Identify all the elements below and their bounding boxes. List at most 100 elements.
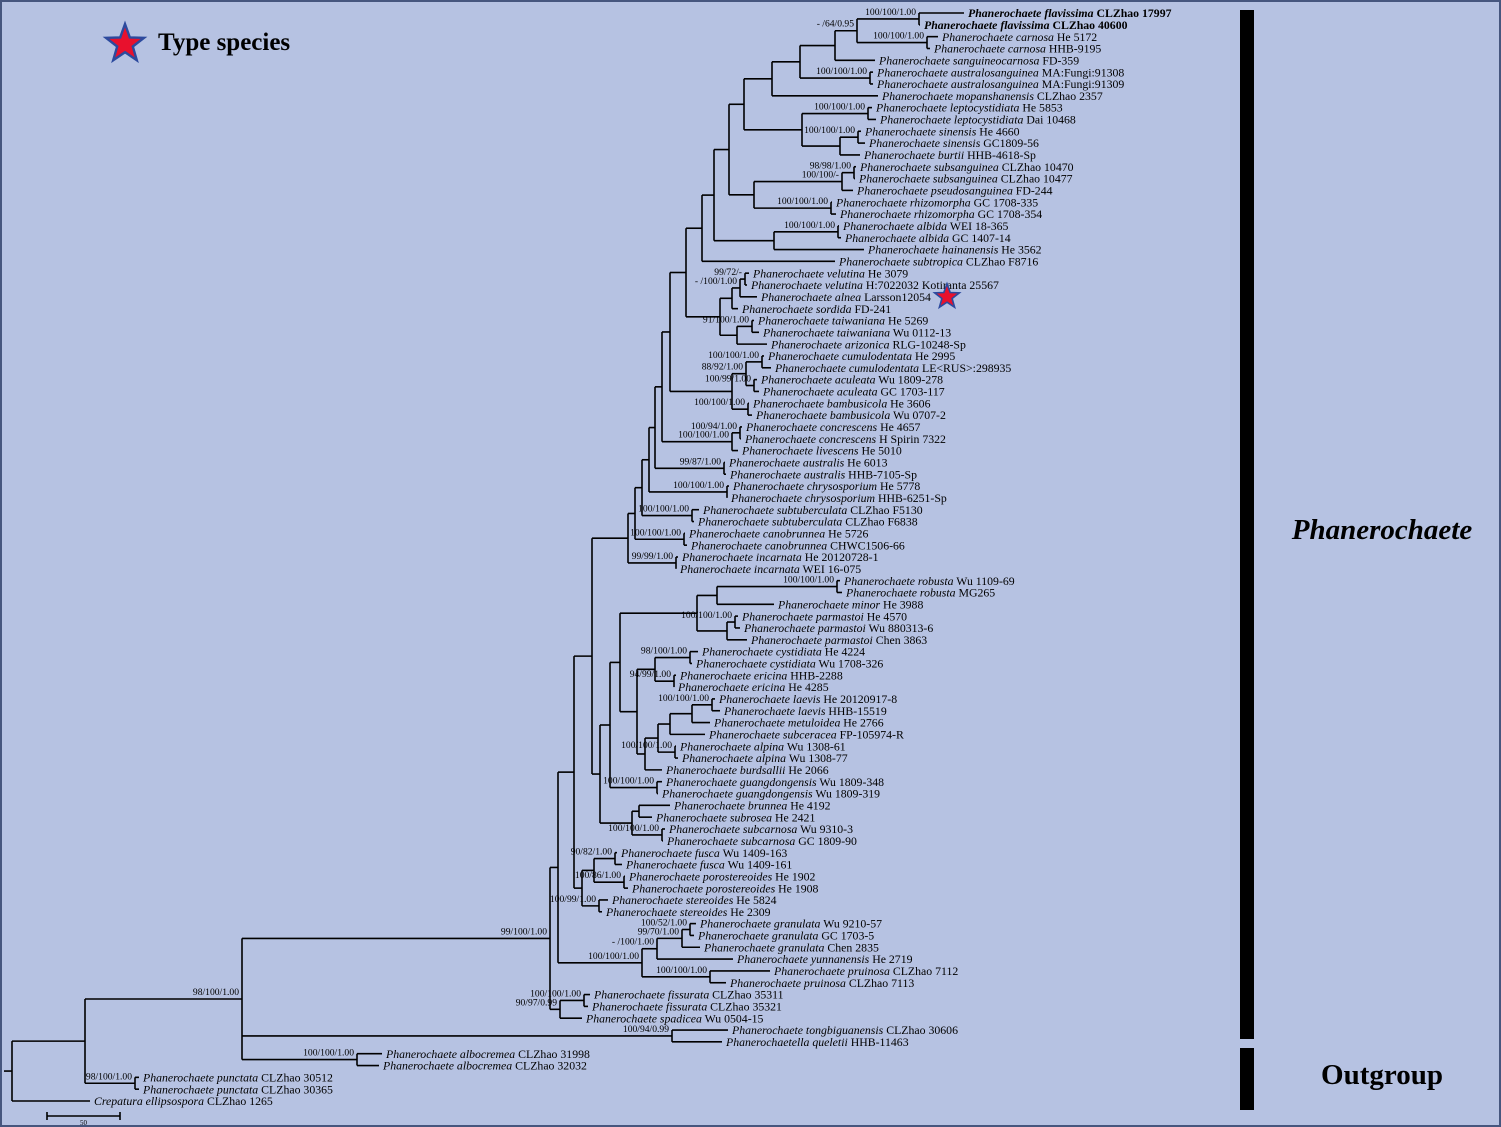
taxon-label: Phanerochaete parmastoi Chen 3863 xyxy=(750,633,927,647)
support-value: 100/100/1.00 xyxy=(783,575,834,586)
taxon-label: Phanerochaete punctata CLZhao 30365 xyxy=(142,1082,333,1096)
support-value: 100/100/1.00 xyxy=(804,125,855,136)
taxon-label: Phanerochaete concrescens He 4657 xyxy=(745,420,920,434)
taxon-label: Phanerochaete australis HHB-7105-Sp xyxy=(729,467,917,481)
taxon-label: Phanerochaete burtii HHB-4618-Sp xyxy=(863,148,1036,162)
taxon-label: Phanerochaete minor He 3988 xyxy=(777,597,923,611)
taxon-label: Phanerochaete subcarnosa GC 1809-90 xyxy=(666,834,857,848)
support-value: 98/100/1.00 xyxy=(193,987,239,998)
phanerochaete-clade-bar xyxy=(1240,10,1254,1039)
support-value: 100/100/1.00 xyxy=(694,397,745,408)
support-value: 99/99/1.00 xyxy=(632,551,674,562)
taxon-label: Phanerochaete parmastoi He 4570 xyxy=(741,609,907,623)
taxon-label: Phanerochaete pruinosa CLZhao 7113 xyxy=(729,976,914,990)
taxon-label: Phanerochaete subtuberculata CLZhao F513… xyxy=(702,503,923,517)
support-value: 100/100/1.00 xyxy=(873,31,924,42)
taxon-label: Phanerochaete albida GC 1407-14 xyxy=(844,231,1011,245)
taxon-label: Phanerochaete laevis HHB-15519 xyxy=(723,704,887,718)
support-value: - /100/1.00 xyxy=(695,276,737,287)
taxon-label: Phanerochaete concrescens H Spirin 7322 xyxy=(744,432,946,446)
taxon-label: Phanerochaete canobrunnea CHWC1506-66 xyxy=(690,538,905,552)
taxon-label: Phanerochaete cystidiata He 4224 xyxy=(701,645,865,659)
support-value: 100/100/1.00 xyxy=(681,610,732,621)
support-value: 100/100/1.00 xyxy=(678,430,729,441)
taxon-label: Phanerochaete pseudosanguinea FD-244 xyxy=(856,184,1053,198)
type-species-star-icon xyxy=(102,20,148,64)
taxon-label: Phanerochaete subceracea FP-105974-R xyxy=(708,728,904,742)
taxon-label: Phanerochaete velutina He 3079 xyxy=(752,266,908,280)
taxon-label: Phanerochaete alpina Wu 1308-77 xyxy=(681,751,848,765)
taxon-label: Phanerochaete fusca Wu 1409-163 xyxy=(620,846,787,860)
support-value: 100/100/1.00 xyxy=(673,480,724,491)
support-value: 100/100/1.00 xyxy=(638,504,689,515)
support-value: 100/99/1.00 xyxy=(550,894,596,905)
taxon-label: Phanerochaete carnosa He 5172 xyxy=(941,30,1097,44)
support-value: - /64/0.95 xyxy=(817,19,855,30)
support-value: 90/82/1.00 xyxy=(571,847,613,858)
support-value: 100/100/1.00 xyxy=(814,102,865,113)
taxon-label: Phanerochaete sanguineocarnosa FD-359 xyxy=(878,53,1079,67)
support-value: 100/100/1.00 xyxy=(816,66,867,77)
taxon-label: Phanerochaete guangdongensis Wu 1809-319 xyxy=(661,787,880,801)
taxon-label: Phanerochaete sinensis GC1809-56 xyxy=(868,136,1039,150)
phanerochaete-clade-label: Phanerochaete xyxy=(1291,514,1473,546)
taxon-label: Phanerochaete flavissima CLZhao 40600 xyxy=(924,18,1128,32)
support-value: 99/100/1.00 xyxy=(501,926,547,937)
support-value: 94/99/1.00 xyxy=(630,669,672,680)
taxon-label: Phanerochaete cumulodentata LE<RUS>:2989… xyxy=(774,361,1011,375)
taxon-label: Phanerochaete parmastoi Wu 880313-6 xyxy=(743,621,933,635)
taxon-label: Phanerochaete fissurata CLZhao 35321 xyxy=(591,1000,782,1014)
taxon-label: Phanerochaete bambusicola He 3606 xyxy=(752,396,931,410)
taxon-label: Phanerochaete bambusicola Wu 0707-2 xyxy=(755,408,946,422)
support-value: 100/100/1.00 xyxy=(656,965,707,976)
support-value: - /100/1.00 xyxy=(612,937,654,948)
taxon-label: Phanerochaete flavissima CLZhao 17997 xyxy=(968,6,1172,20)
taxon-label: Phanerochaete hainanensis He 3562 xyxy=(867,243,1042,257)
taxon-label: Phanerochaete arizonica RLG-10248-Sp xyxy=(770,337,966,351)
outgroup-clade-label: Outgroup xyxy=(1321,1059,1443,1091)
support-value: 100/100/- xyxy=(802,170,839,181)
taxon-label: Phanerochaete tongbiguanensis CLZhao 306… xyxy=(731,1023,958,1037)
support-value: 100/100/1.00 xyxy=(588,951,639,962)
taxon-label: Phanerochaete australosanguinea MA:Fungi… xyxy=(876,77,1124,91)
support-value: 100/94/0.99 xyxy=(623,1024,669,1035)
support-value: 100/100/1.00 xyxy=(777,196,828,207)
taxon-label: Phanerochaete subtropica CLZhao F8716 xyxy=(838,254,1038,268)
support-value: 99/72/- xyxy=(714,267,742,278)
support-value: 90/97/0.99 xyxy=(516,997,558,1008)
taxon-label: Phanerochaete robusta Wu 1109-69 xyxy=(843,574,1015,588)
taxon-label: Phanerochaete spadicea Wu 0504-15 xyxy=(585,1011,764,1025)
taxon-label: Phanerochaete mopanshanensis CLZhao 2357 xyxy=(881,89,1103,103)
taxon-label: Phanerochaete carnosa HHB-9195 xyxy=(933,42,1101,56)
taxon-label: Phanerochaete burdsallii He 2066 xyxy=(665,763,829,777)
taxon-label: Phanerochaete granulata Wu 9210-57 xyxy=(699,917,882,931)
support-value: 98/100/1.00 xyxy=(641,646,687,657)
outgroup-clade-bar xyxy=(1240,1048,1254,1110)
support-value: 88/92/1.00 xyxy=(702,362,744,373)
taxon-label: Phanerochaetella queletii HHB-11463 xyxy=(725,1035,909,1049)
taxon-label: Phanerochaete australosanguinea MA:Fungi… xyxy=(876,65,1124,79)
taxon-label: Phanerochaete velutina H:7022032 Kotiran… xyxy=(750,278,999,292)
taxon-label: Phanerochaete sordida FD-241 xyxy=(741,302,891,316)
support-value: 100/100/1.00 xyxy=(658,693,709,704)
taxon-label: Phanerochaete australis He 6013 xyxy=(728,456,888,470)
taxon-label: Phanerochaete ericina He 4285 xyxy=(677,680,829,694)
taxon-label: Phanerochaete rhizomorpha GC 1708-335 xyxy=(835,195,1038,209)
support-value: 100/100/1.00 xyxy=(603,776,654,787)
support-value: 98/98/1.00 xyxy=(810,161,852,172)
type-species-legend: Type species xyxy=(102,20,290,66)
support-value: 100/94/1.00 xyxy=(691,421,737,432)
taxon-label: Phanerochaete sinensis He 4660 xyxy=(864,124,1020,138)
taxon-label: Phanerochaete subsanguinea CLZhao 10477 xyxy=(858,172,1073,186)
taxon-label: Phanerochaete robusta MG265 xyxy=(845,586,995,600)
type-species-star-icon xyxy=(102,20,148,64)
taxon-label: Phanerochaete subtuberculata CLZhao F683… xyxy=(697,515,918,529)
support-value: 100/100/1.00 xyxy=(784,220,835,231)
taxon-label: Phanerochaete taiwaniana Wu 0112-13 xyxy=(762,325,951,339)
taxon-label: Phanerochaete yunnanensis He 2719 xyxy=(736,952,913,966)
taxon-label: Phanerochaete leptocystidiata He 5853 xyxy=(875,101,1063,115)
taxon-label: Phanerochaete canobrunnea He 5726 xyxy=(688,526,869,540)
taxon-label: Phanerochaete laevis He 20120917-8 xyxy=(718,692,897,706)
taxon-label: Phanerochaete incarnata He 20120728-1 xyxy=(681,550,879,564)
type-species-star-icon xyxy=(932,281,962,310)
